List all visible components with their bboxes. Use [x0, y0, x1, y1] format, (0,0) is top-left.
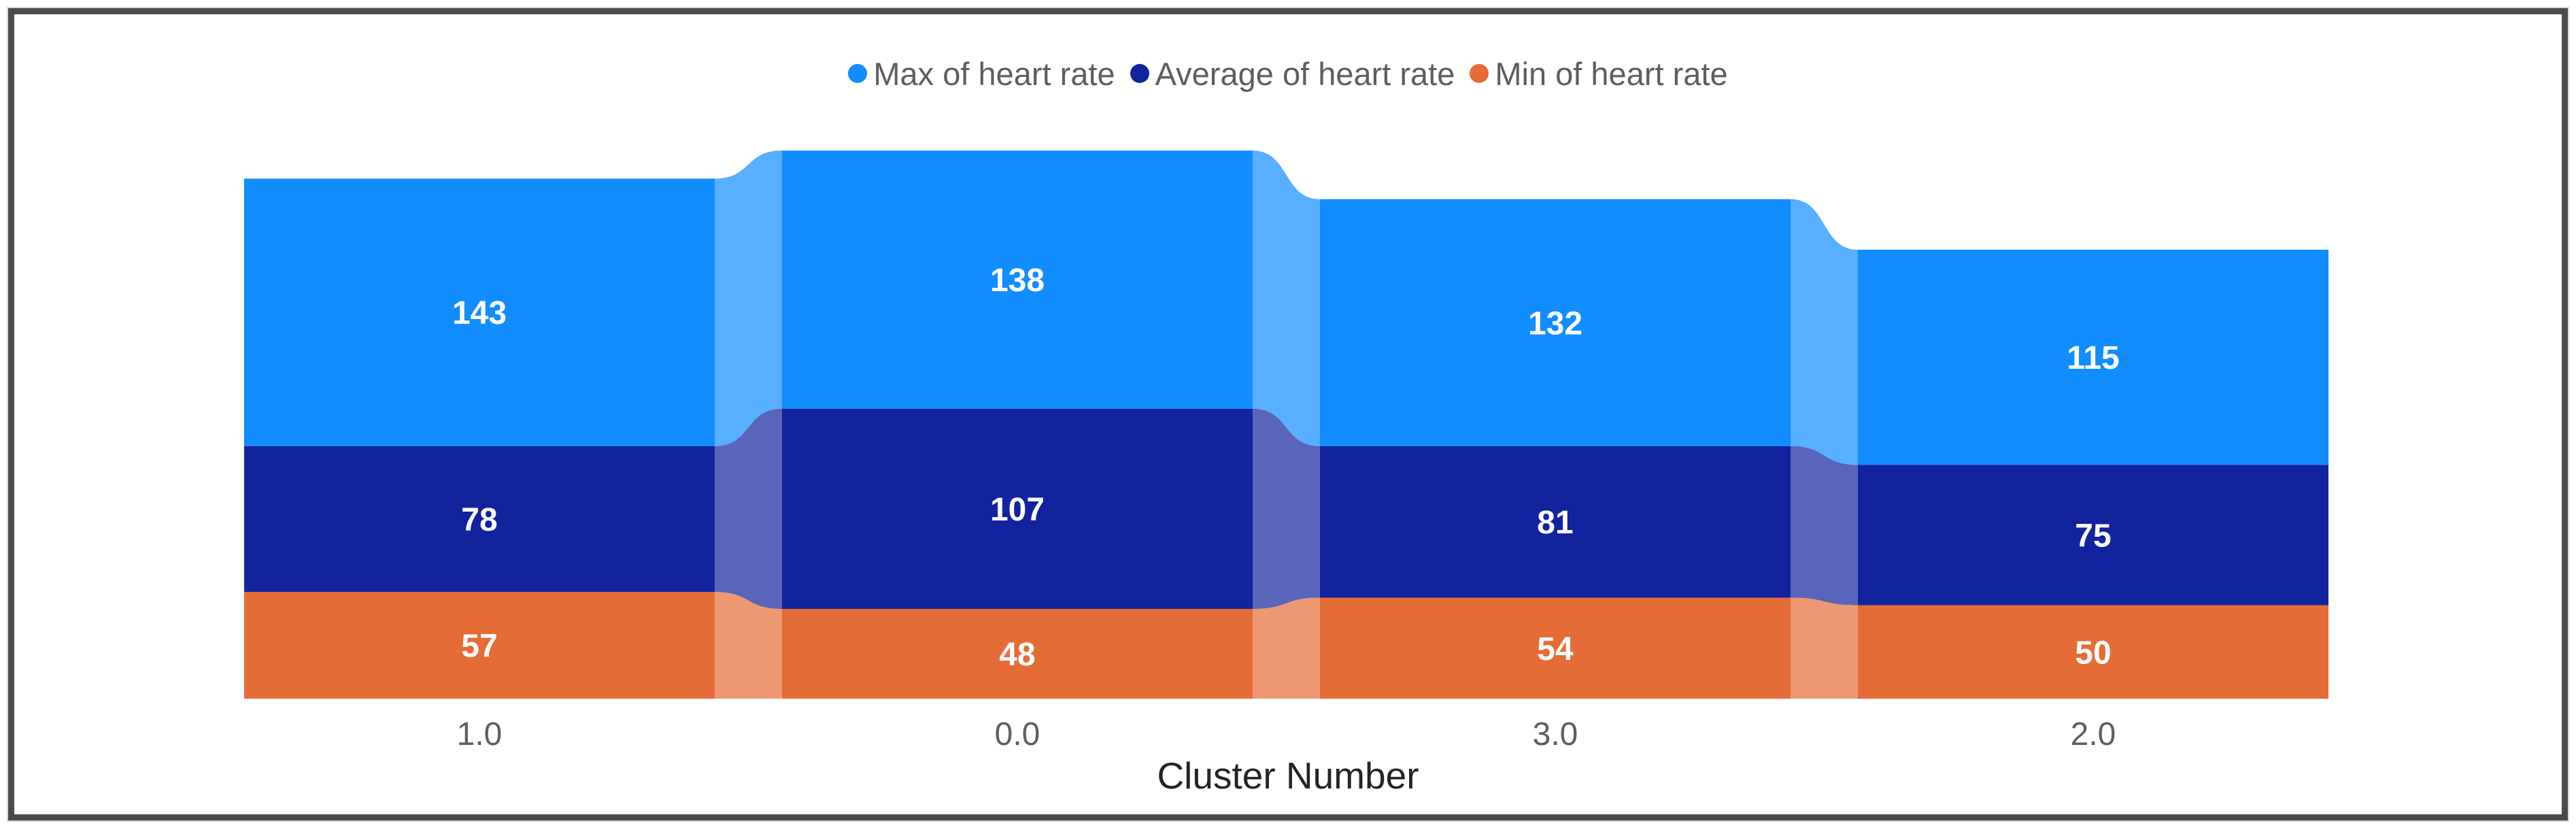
bar-segment-3.0-1[interactable] [1320, 446, 1791, 598]
bar-segment-1.0-1[interactable] [244, 446, 715, 593]
data-label: 54 [1537, 631, 1574, 667]
ribbon-2-2 [1791, 597, 1858, 699]
bar-segment-0.0-0[interactable] [782, 150, 1253, 409]
x-tick-label: 0.0 [995, 716, 1040, 752]
legend-label-min: Min of heart rate [1495, 55, 1728, 92]
data-label: 132 [1528, 305, 1582, 342]
data-label: 48 [999, 637, 1035, 673]
legend-label-average: Average of heart rate [1155, 55, 1455, 92]
ribbon-2-1 [1253, 597, 1320, 699]
ribbon-1-0 [715, 408, 782, 609]
data-label: 50 [2075, 635, 2111, 671]
ribbon-0-1 [1253, 150, 1320, 446]
x-axis-title: Cluster Number [1157, 754, 1419, 797]
data-label: 78 [461, 502, 497, 538]
bar-segment-3.0-0[interactable] [1320, 199, 1791, 446]
data-label: 75 [2075, 518, 2111, 554]
data-label: 107 [990, 492, 1045, 528]
data-label: 81 [1537, 505, 1573, 541]
bar-segment-0.0-1[interactable] [782, 408, 1253, 609]
legend-item-average[interactable]: Average of heart rate [1130, 55, 1455, 93]
ribbon-2-0 [715, 592, 782, 699]
bar-segment-1.0-2[interactable] [244, 592, 715, 699]
legend-label-max: Max of heart rate [873, 55, 1115, 92]
legend-dot-min-icon [1470, 64, 1489, 83]
ribbon-0-0 [715, 150, 782, 446]
bar-segment-0.0-2[interactable] [782, 609, 1253, 699]
data-label: 138 [990, 263, 1045, 299]
bar-segment-2.0-2[interactable] [1858, 605, 2328, 699]
data-label: 143 [452, 295, 507, 331]
bar-segment-2.0-1[interactable] [1858, 465, 2328, 605]
ribbon-0-2 [1791, 199, 1858, 465]
data-label: 57 [461, 629, 497, 665]
data-label: 115 [2067, 340, 2119, 376]
x-tick-label: 1.0 [457, 716, 503, 752]
ribbon-1-2 [1791, 446, 1858, 605]
bar-segment-1.0-0[interactable] [244, 178, 715, 446]
ribbon-1-1 [1253, 408, 1320, 609]
legend: Max of heart rate Average of heart rate … [0, 55, 2576, 93]
x-tick-label: 3.0 [1533, 716, 1578, 752]
x-tick-label: 2.0 [2071, 716, 2116, 752]
legend-dot-average-icon [1130, 64, 1149, 83]
legend-item-min[interactable]: Min of heart rate [1470, 55, 1728, 93]
bar-segment-2.0-0[interactable] [1858, 250, 2328, 465]
legend-dot-max-icon [848, 64, 868, 83]
bar-segment-3.0-2[interactable] [1320, 597, 1791, 699]
legend-item-max[interactable]: Max of heart rate [848, 55, 1115, 93]
